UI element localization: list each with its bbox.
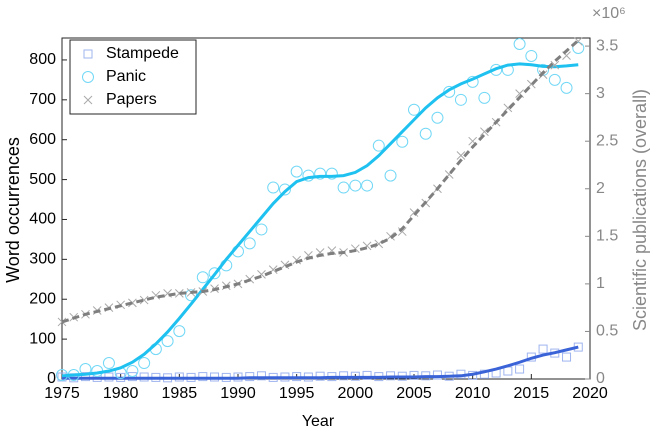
- y-tick-label: 600: [29, 131, 56, 148]
- marker: [361, 179, 374, 192]
- y2-tick-label: 3: [596, 85, 605, 102]
- legend-label: Panic: [106, 68, 146, 85]
- marker: [408, 103, 420, 116]
- y2-axis-label: Scientific publications (overall): [630, 89, 650, 331]
- marker: [173, 325, 186, 338]
- marker: [278, 183, 291, 196]
- y2-tick-label: 3.5: [596, 37, 618, 54]
- marker: [290, 165, 303, 178]
- x-tick-label: 2015: [514, 385, 550, 402]
- y-tick-label: 0: [47, 370, 56, 387]
- x-axis-label: Year: [302, 413, 335, 430]
- marker: [537, 63, 550, 76]
- marker: [337, 181, 350, 194]
- y-tick-label: 800: [29, 51, 56, 68]
- marker: [139, 295, 149, 305]
- marker: [127, 372, 137, 382]
- y2-tick-label: 2.5: [596, 132, 618, 149]
- x-tick-label: 1995: [279, 385, 315, 402]
- marker: [562, 352, 572, 362]
- x-tick-label: 1985: [162, 385, 198, 402]
- marker: [456, 151, 466, 160]
- marker: [478, 91, 491, 104]
- marker: [57, 317, 67, 327]
- legend-label: Papers: [106, 91, 157, 108]
- marker: [409, 208, 419, 217]
- y2-tick-label: 1.5: [596, 228, 618, 245]
- marker: [102, 357, 115, 370]
- marker: [208, 267, 221, 280]
- legend-label: Stampede: [106, 45, 179, 62]
- fit-line: [61, 39, 580, 324]
- y2-tick-label: 1: [596, 275, 605, 292]
- marker: [83, 49, 93, 59]
- marker: [550, 60, 560, 70]
- x-tick-label: 2020: [572, 385, 608, 402]
- y2-tick-label: 0.5: [596, 323, 618, 340]
- y-tick-label: 200: [29, 290, 56, 307]
- marker: [384, 169, 397, 182]
- marker: [454, 93, 467, 106]
- y-tick-label: 300: [29, 251, 56, 268]
- marker: [349, 179, 362, 192]
- marker: [515, 364, 525, 374]
- marker: [267, 181, 280, 194]
- y-tick-label: 700: [29, 91, 56, 108]
- marker: [255, 223, 268, 236]
- marker: [280, 260, 290, 270]
- marker: [126, 365, 139, 378]
- x-tick-label: 1990: [220, 385, 256, 402]
- y2-tick-label: 0: [596, 370, 605, 387]
- marker: [292, 255, 302, 265]
- marker: [548, 73, 561, 86]
- marker: [83, 95, 93, 105]
- y-tick-label: 400: [29, 211, 56, 228]
- y-tick-label: 500: [29, 171, 56, 188]
- marker: [82, 71, 94, 83]
- marker: [480, 127, 489, 137]
- marker: [196, 271, 209, 284]
- marker: [256, 371, 266, 381]
- marker: [339, 371, 349, 381]
- fit-line: [61, 62, 579, 378]
- y-tick-label: 100: [29, 330, 56, 347]
- marker: [479, 369, 489, 379]
- y-axis-label: Word occurrences: [3, 137, 23, 283]
- marker: [396, 135, 409, 148]
- marker: [560, 81, 573, 94]
- x-tick-label: 2000: [338, 385, 374, 402]
- marker: [538, 344, 548, 354]
- marker: [572, 41, 585, 54]
- marker: [314, 167, 327, 180]
- marker: [80, 372, 90, 382]
- legend-box: [69, 39, 197, 115]
- marker: [525, 49, 538, 62]
- x-tick-label: 2005: [396, 385, 432, 402]
- fit-line: [62, 345, 579, 380]
- marker: [243, 237, 256, 250]
- y2-multiplier: ×10⁶: [592, 5, 626, 22]
- marker: [174, 289, 184, 298]
- marker: [372, 139, 385, 152]
- marker: [397, 227, 407, 236]
- marker: [419, 127, 432, 140]
- marker: [513, 37, 526, 50]
- x-tick-label: 1980: [103, 385, 139, 402]
- marker: [198, 372, 208, 382]
- y2-tick-label: 2: [596, 180, 605, 197]
- x-tick-label: 1975: [44, 385, 80, 402]
- marker: [138, 357, 151, 370]
- marker: [362, 370, 372, 380]
- marker: [325, 167, 338, 180]
- marker: [161, 335, 174, 348]
- legend: Stampede Panic Papers: [69, 39, 197, 115]
- x-tick-label: 2010: [455, 385, 491, 402]
- marker: [503, 366, 513, 376]
- marker: [431, 111, 444, 124]
